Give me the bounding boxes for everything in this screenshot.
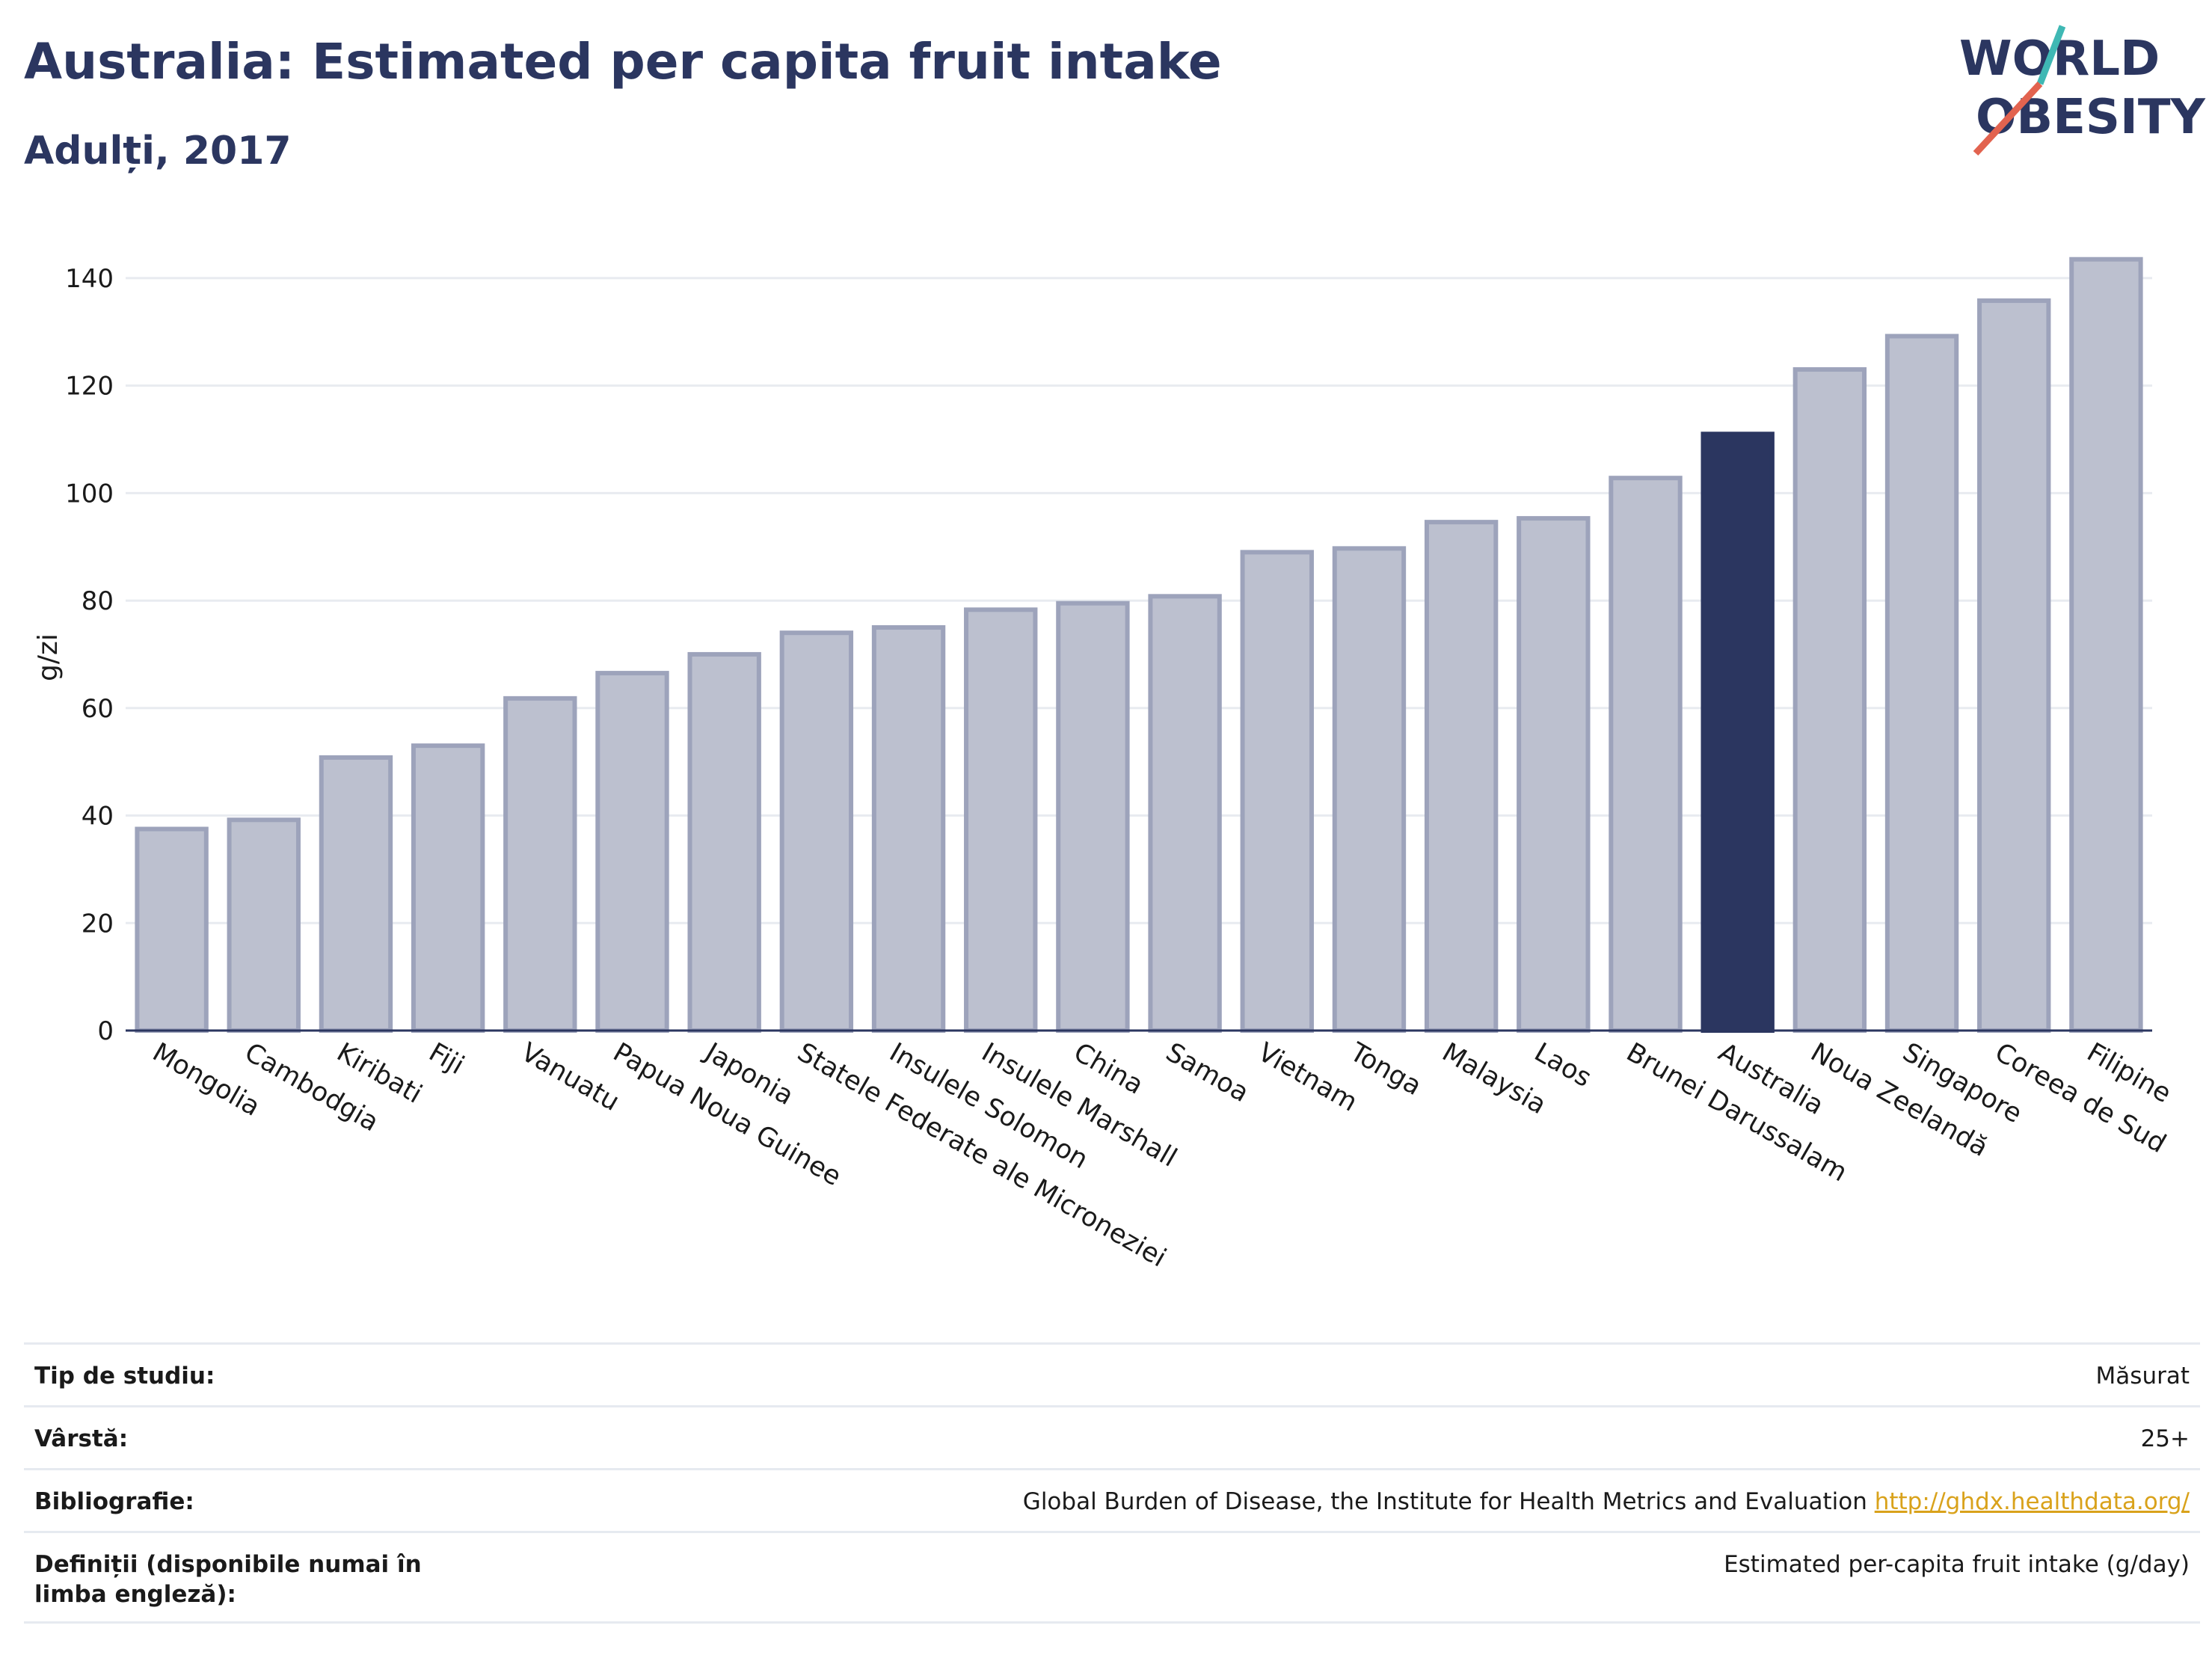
bar <box>1332 546 1407 1033</box>
bar-highlight <box>1701 432 1775 1033</box>
y-tick-label: 140 <box>65 264 114 294</box>
info-label: Bibliografie: <box>34 1488 194 1515</box>
y-tick-label: 20 <box>82 909 114 939</box>
y-tick-label: 120 <box>65 372 114 402</box>
bars <box>135 257 2143 1034</box>
info-label: Tip de studiu: <box>34 1363 215 1390</box>
info-row-definitions: Definiții (disponibile numai în limba en… <box>24 1531 2200 1624</box>
bar <box>687 651 761 1034</box>
bibliography-text: Global Burden of Disease, the Institute … <box>1022 1488 1867 1515</box>
info-row-age: Vârstă: 25+ <box>24 1405 2200 1468</box>
info-label: Definiții (disponibile numai în limba en… <box>34 1551 422 1608</box>
info-table: Tip de studiu: Măsurat Vârstă: 25+ Bibli… <box>24 1342 2200 1624</box>
info-row-bibliography: Bibliografie: Global Burden of Disease, … <box>24 1468 2200 1531</box>
bar <box>1148 594 1222 1033</box>
bar <box>1240 550 1314 1033</box>
bar <box>964 607 1038 1033</box>
bar <box>871 625 946 1033</box>
info-value: 25+ <box>2140 1425 2190 1452</box>
bar <box>503 696 577 1033</box>
logo-slash-top <box>2036 25 2066 85</box>
info-value: Măsurat <box>2095 1363 2190 1390</box>
info-label: Vârstă: <box>34 1425 129 1452</box>
logo-line2: OBESITY <box>1976 90 2205 145</box>
bar <box>411 743 485 1034</box>
bar <box>135 826 209 1033</box>
bar <box>319 755 393 1034</box>
world-obesity-logo: WORLD OBESITY <box>1959 25 2205 156</box>
bar <box>595 671 669 1033</box>
bar <box>1517 516 1591 1033</box>
info-value: Global Burden of Disease, the Institute … <box>1023 1487 2190 1517</box>
x-tick-label: Vietnam <box>1253 1037 1362 1118</box>
bar <box>227 817 301 1034</box>
x-tick-label: Malaysia <box>1437 1037 1551 1120</box>
chart-subtitle: Adulți, 2017 <box>24 129 292 174</box>
bar <box>1609 476 1683 1033</box>
bar <box>1424 520 1499 1033</box>
y-axis-label: g/zi <box>33 633 64 681</box>
chart-title: Australia: Estimated per capita fruit in… <box>24 33 1222 90</box>
x-tick-label: Samoa <box>1161 1037 1253 1108</box>
bar <box>1884 334 1959 1033</box>
bar <box>2069 257 2143 1033</box>
info-row-study-type: Tip de studiu: Măsurat <box>24 1342 2200 1405</box>
bar <box>1056 601 1130 1033</box>
bar <box>1977 298 2051 1033</box>
x-tick-label: Vanuatu <box>516 1037 624 1117</box>
bar <box>1792 367 1867 1034</box>
y-tick-label: 60 <box>82 694 114 724</box>
bibliography-link[interactable]: http://ghdx.healthdata.org/ <box>1874 1488 2190 1515</box>
y-tick-labels: 0 20 40 60 80 100 120 140 <box>65 264 114 1046</box>
x-tick-label: Fiji <box>424 1037 470 1081</box>
y-tick-label: 0 <box>97 1016 114 1046</box>
x-tick-label: Laos <box>1529 1037 1597 1093</box>
bar <box>779 630 854 1033</box>
y-tick-label: 100 <box>65 479 114 509</box>
y-tick-label: 80 <box>82 586 114 616</box>
info-value: Estimated per-capita fruit intake (g/day… <box>1724 1551 2190 1578</box>
logo-slash-bottom <box>1973 81 2043 156</box>
y-tick-label: 40 <box>82 802 114 832</box>
